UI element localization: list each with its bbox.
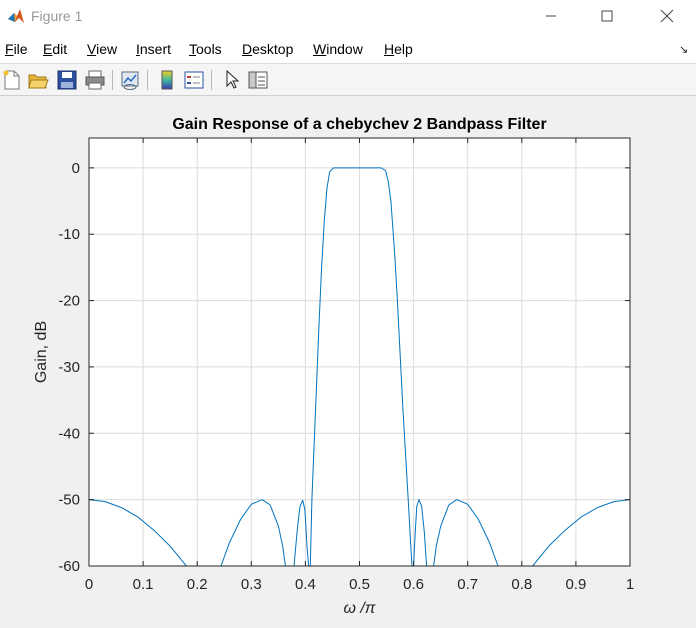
x-tick-label: 0.6	[403, 576, 424, 593]
menu-desktop[interactable]: Desktop	[242, 41, 294, 57]
menu-view[interactable]: View	[87, 41, 118, 57]
y-tick-label: -10	[58, 226, 80, 243]
window-title: Figure 1	[31, 8, 83, 24]
y-tick-label: -50	[58, 492, 80, 509]
toolbar-separator	[147, 70, 148, 90]
y-tick-label: -20	[58, 293, 80, 310]
x-tick-label: 0.2	[187, 576, 208, 593]
menu-help[interactable]: Help	[384, 41, 413, 57]
matlab-logo-icon	[7, 7, 25, 25]
menu-bar: File Edit View Insert Tools Desktop Wind…	[0, 32, 696, 64]
menu-insert[interactable]: Insert	[136, 41, 172, 57]
minimize-button[interactable]	[528, 0, 574, 32]
insert-colorbar-icon[interactable]	[156, 69, 178, 91]
property-inspector-icon[interactable]	[247, 69, 269, 91]
menu-window[interactable]: Window	[313, 41, 363, 57]
y-tick-label: 0	[72, 160, 80, 177]
link-plot-icon[interactable]	[119, 69, 141, 91]
figure-canvas: 0 0.1 0.2 0.3 0.4 0.5 0.6 0.7 0.8 0.9 1 0 -10 -20 -30 -…	[0, 97, 696, 623]
menu-file[interactable]: File	[5, 41, 28, 57]
gain-response-chart[interactable]: 0 0.1 0.2 0.3 0.4 0.5 0.6 0.7 0.8 0.9 1 0 -10 -20 -30 -…	[0, 97, 696, 623]
y-tick-label: -30	[58, 359, 80, 376]
x-axis-label: ω /π	[343, 600, 375, 617]
save-icon[interactable]	[56, 69, 78, 91]
x-tick-label: 0.1	[133, 576, 154, 593]
gain-curve-segment	[88, 499, 187, 567]
figure-toolbar	[0, 64, 696, 96]
toolbar-separator	[112, 70, 113, 90]
x-tick-label: 0.4	[295, 576, 316, 593]
title-bar: Figure 1	[0, 0, 696, 32]
gain-curve-segment	[433, 499, 499, 567]
new-figure-icon[interactable]	[1, 69, 23, 91]
menu-tools[interactable]: Tools	[189, 41, 222, 57]
print-icon[interactable]	[84, 69, 106, 91]
minimize-icon	[546, 15, 556, 17]
y-tick-label: -40	[58, 425, 80, 442]
toolbar-separator	[211, 70, 212, 90]
gain-curve-segment	[532, 499, 631, 567]
menu-edit[interactable]: Edit	[43, 41, 68, 57]
dock-figure-icon[interactable]: ↘	[679, 44, 689, 56]
close-button[interactable]	[644, 0, 690, 32]
edit-plot-arrow-icon[interactable]	[221, 69, 243, 91]
x-tick-label: 0.8	[511, 576, 532, 593]
gain-curve-segment	[220, 499, 286, 567]
x-tick-label: 0.9	[565, 576, 586, 593]
gain-curve-segment	[309, 167, 413, 567]
chart-title: Gain Response of a chebychev 2 Bandpass …	[172, 116, 546, 133]
y-axis-label: Gain, dB	[33, 321, 50, 383]
open-file-icon[interactable]	[27, 69, 49, 91]
y-tick-label: -60	[58, 558, 80, 575]
x-tick-label: 1	[626, 576, 634, 593]
x-tick-label: 0	[85, 576, 93, 593]
gain-curve-segment	[293, 499, 310, 567]
close-icon	[660, 9, 674, 23]
maximize-icon	[601, 10, 613, 22]
maximize-button[interactable]	[584, 0, 630, 32]
x-tick-label: 0.5	[349, 576, 370, 593]
x-tick-label: 0.7	[457, 576, 478, 593]
x-tick-label: 0.3	[241, 576, 262, 593]
gain-curve-segment	[413, 499, 428, 567]
insert-legend-icon[interactable]	[183, 69, 205, 91]
